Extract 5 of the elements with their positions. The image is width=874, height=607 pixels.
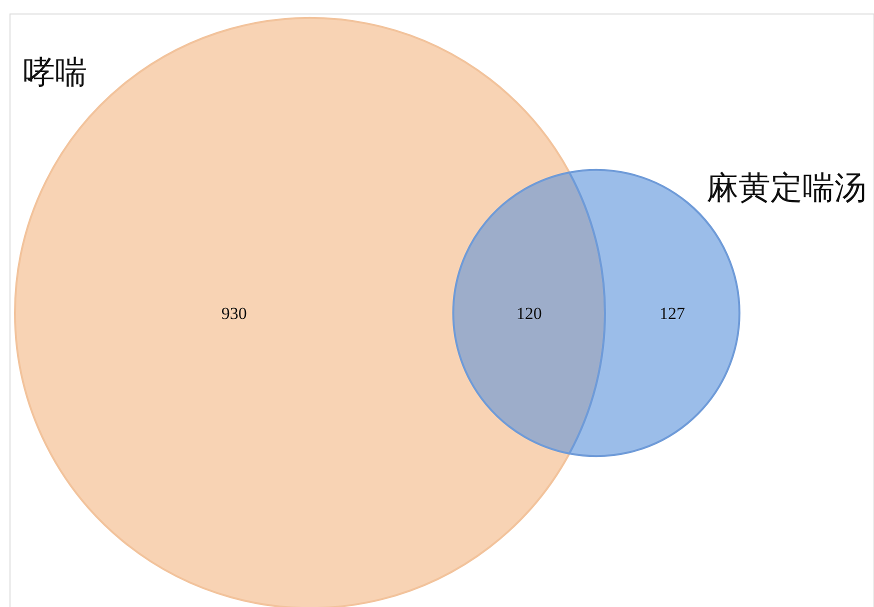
data-label: 127 [659,304,686,323]
data-label: 930 [221,304,247,323]
text: 哮喘 [23,52,87,91]
data-label: 120 [516,304,542,323]
text: 麻黄定喘汤 [706,168,867,207]
